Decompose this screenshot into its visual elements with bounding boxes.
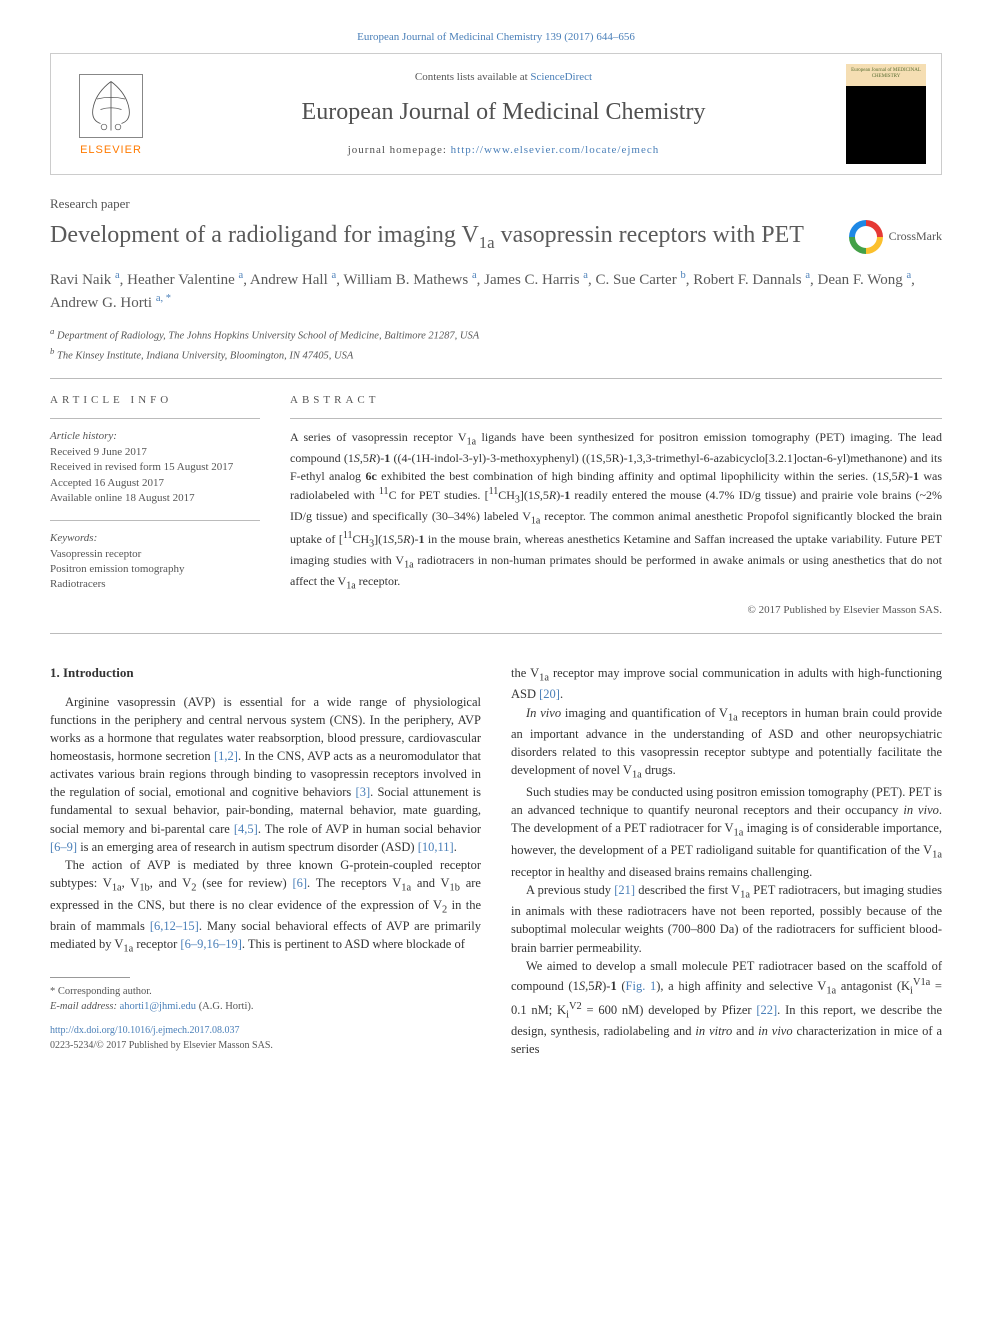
- email-line: E-mail address: ahorti1@jhmi.edu (A.G. H…: [50, 999, 481, 1014]
- crossmark-label: CrossMark: [889, 228, 942, 245]
- history-revised: Received in revised form 15 August 2017: [50, 460, 260, 475]
- keywords-label: Keywords:: [50, 531, 260, 546]
- paragraph: A previous study [21] described the firs…: [511, 881, 942, 957]
- paragraph: the V1a receptor may improve social comm…: [511, 664, 942, 704]
- affiliation-b: b The Kinsey Institute, Indiana Universi…: [50, 345, 942, 364]
- article-info-heading: ARTICLE INFO: [50, 393, 260, 408]
- paragraph: Such studies may be conducted using posi…: [511, 783, 942, 881]
- paragraph: The action of AVP is mediated by three k…: [50, 856, 481, 957]
- contents-lists-text: Contents lists available at ScienceDirec…: [176, 70, 831, 85]
- footnote-divider: [50, 977, 130, 978]
- sciencedirect-link[interactable]: ScienceDirect: [530, 71, 592, 83]
- issn-copyright: 0223-5234/© 2017 Published by Elsevier M…: [50, 1039, 481, 1054]
- journal-title: European Journal of Medicinal Chemistry: [176, 96, 831, 130]
- body-column-left: 1. Introduction Arginine vasopressin (AV…: [50, 664, 481, 1059]
- paragraph: Arginine vasopressin (AVP) is essential …: [50, 693, 481, 856]
- abstract-column: ABSTRACT A series of vasopressin recepto…: [290, 393, 942, 619]
- elsevier-logo: ELSEVIER: [66, 64, 156, 164]
- keyword: Radiotracers: [50, 577, 260, 592]
- journal-header: ELSEVIER Contents lists available at Sci…: [50, 53, 942, 175]
- history-label: Article history:: [50, 429, 260, 444]
- paragraph: We aimed to develop a small molecule PET…: [511, 957, 942, 1059]
- elsevier-tree-icon: [76, 71, 146, 141]
- affiliation-a: a Department of Radiology, The Johns Hop…: [50, 325, 942, 344]
- issue-reference[interactable]: European Journal of Medicinal Chemistry …: [50, 30, 942, 45]
- author-email-link[interactable]: ahorti1@jhmi.edu: [120, 1001, 196, 1012]
- elsevier-wordmark: ELSEVIER: [80, 143, 142, 158]
- divider: [50, 633, 942, 634]
- keyword: Positron emission tomography: [50, 562, 260, 577]
- body-column-right: the V1a receptor may improve social comm…: [511, 664, 942, 1059]
- journal-homepage-link[interactable]: http://www.elsevier.com/locate/ejmech: [451, 144, 660, 156]
- divider: [290, 418, 942, 419]
- paragraph: In vivo imaging and quantification of V1…: [511, 704, 942, 783]
- abstract-heading: ABSTRACT: [290, 393, 942, 408]
- abstract-text: A series of vasopressin receptor V1a lig…: [290, 429, 942, 593]
- corresponding-author: * Corresponding author.: [50, 984, 481, 999]
- journal-homepage-line: journal homepage: http://www.elsevier.co…: [176, 143, 831, 158]
- divider: [50, 418, 260, 419]
- article-title: Development of a radioligand for imaging…: [50, 220, 829, 254]
- section-heading: 1. Introduction: [50, 664, 481, 683]
- divider: [50, 378, 942, 379]
- divider: [50, 520, 260, 521]
- author-list: Ravi Naik a, Heather Valentine a, Andrew…: [50, 268, 942, 315]
- doi-link[interactable]: http://dx.doi.org/10.1016/j.ejmech.2017.…: [50, 1024, 481, 1039]
- history-received: Received 9 June 2017: [50, 445, 260, 460]
- crossmark-badge[interactable]: CrossMark: [849, 220, 942, 254]
- keyword: Vasopressin receptor: [50, 547, 260, 562]
- abstract-copyright: © 2017 Published by Elsevier Masson SAS.: [290, 603, 942, 618]
- history-accepted: Accepted 16 August 2017: [50, 476, 260, 491]
- article-type: Research paper: [50, 195, 942, 213]
- journal-cover-thumbnail: European Journal of MEDICINAL CHEMISTRY: [846, 64, 926, 164]
- history-online: Available online 18 August 2017: [50, 491, 260, 506]
- crossmark-icon: [849, 220, 883, 254]
- article-info-column: ARTICLE INFO Article history: Received 9…: [50, 393, 260, 619]
